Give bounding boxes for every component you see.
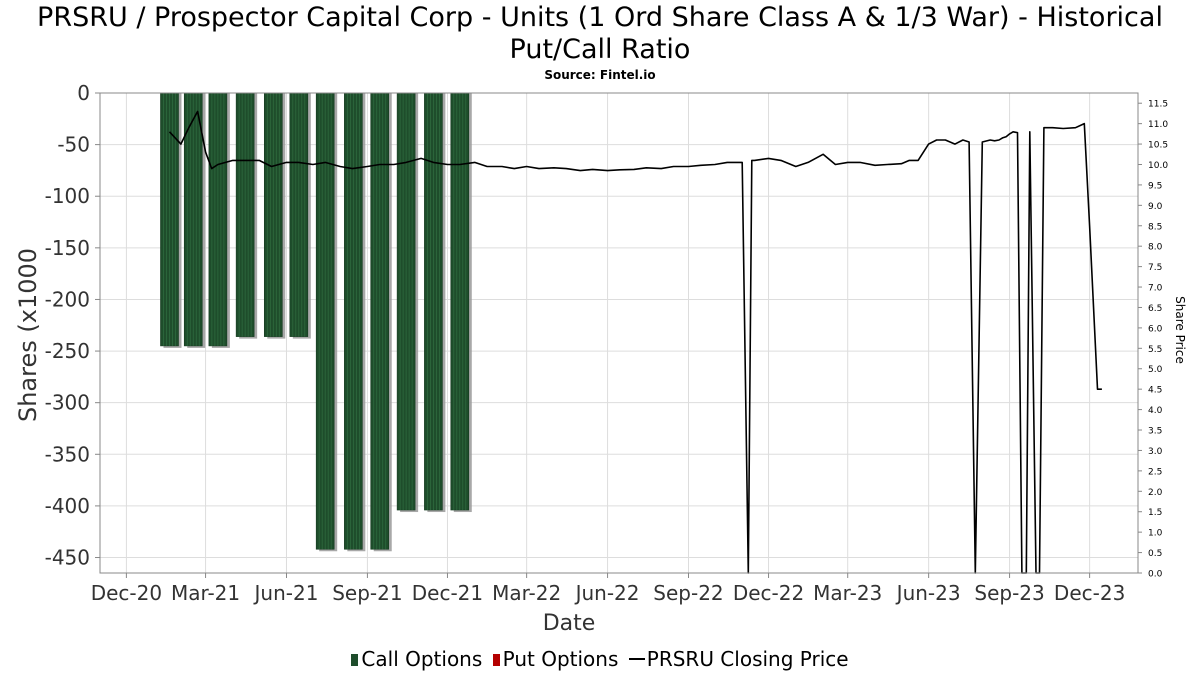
legend-label-put: Put Options bbox=[502, 647, 619, 671]
y2-tick-label: 3.5 bbox=[1148, 427, 1162, 437]
y-tick-label: 0 bbox=[77, 81, 90, 105]
y-tick-label: -200 bbox=[45, 287, 90, 311]
x-tick-label: Mar-21 bbox=[171, 581, 240, 605]
legend-item-call: Call Options bbox=[351, 647, 482, 671]
y-tick-label: -350 bbox=[45, 442, 90, 466]
x-tick-label: Dec-23 bbox=[1054, 581, 1125, 605]
y2-tick-label: 11.5 bbox=[1148, 100, 1168, 110]
y2-tick-label: 11.0 bbox=[1148, 120, 1168, 130]
x-tick-label: Dec-20 bbox=[91, 581, 162, 605]
x-tick-label: Jun-23 bbox=[895, 581, 961, 605]
y2-tick-label: 7.0 bbox=[1148, 284, 1163, 294]
y2-tick-label: 8.0 bbox=[1148, 243, 1163, 253]
y2-tick-label: 4.5 bbox=[1148, 386, 1162, 396]
y2-tick-label: 9.0 bbox=[1148, 202, 1163, 212]
chart-title-line1: PRSRU / Prospector Capital Corp - Units … bbox=[37, 2, 1163, 33]
call-swatch-icon bbox=[351, 654, 359, 666]
y2-tick-label: 1.5 bbox=[1148, 508, 1162, 518]
y2-tick-label: 2.0 bbox=[1148, 488, 1163, 498]
x-tick-label: Mar-23 bbox=[813, 581, 882, 605]
y2-tick-label: 6.5 bbox=[1148, 304, 1162, 314]
line-swatch-icon bbox=[628, 658, 645, 660]
chart-subtitle: Source: Fintel.io bbox=[544, 68, 656, 82]
y-tick-label: -300 bbox=[45, 391, 90, 415]
price-line bbox=[168, 110, 1102, 574]
y2-tick-label: 10.5 bbox=[1148, 141, 1168, 151]
y-tick-label: -250 bbox=[45, 339, 90, 363]
chart-title: PRSRU / Prospector Capital Corp - Units … bbox=[0, 2, 1200, 66]
plot-frame bbox=[99, 92, 1139, 574]
x-tick-label: Sep-22 bbox=[653, 581, 723, 605]
x-tick-label: Dec-21 bbox=[412, 581, 483, 605]
grid-layer bbox=[100, 92, 1138, 573]
y2-tick-label: 0.0 bbox=[1148, 570, 1163, 580]
y2-tick-label: 3.0 bbox=[1148, 447, 1163, 457]
legend-item-price: PRSRU Closing Price bbox=[628, 647, 849, 671]
y2-tick-label: 2.5 bbox=[1148, 467, 1162, 477]
legend-item-put: Put Options bbox=[492, 647, 619, 671]
y2-tick-label: 8.5 bbox=[1148, 222, 1162, 232]
put-swatch-icon bbox=[492, 654, 500, 666]
legend: Call Options Put Options PRSRU Closing P… bbox=[0, 647, 1200, 671]
y2-tick-label: 10.0 bbox=[1148, 161, 1168, 171]
y-tick-label: -150 bbox=[45, 236, 90, 260]
chart-title-line2: Put/Call Ratio bbox=[509, 34, 691, 65]
x-axis-label: Date bbox=[543, 611, 596, 636]
y-tick-label: -50 bbox=[57, 133, 90, 157]
y2-tick-label: 5.0 bbox=[1148, 365, 1163, 375]
x-tick-label: Dec-22 bbox=[733, 581, 804, 605]
legend-label-call: Call Options bbox=[361, 647, 483, 671]
x-tick-label: Sep-21 bbox=[332, 581, 402, 605]
y2-tick-label: 6.0 bbox=[1148, 324, 1163, 334]
axis-layer: 0-50-100-150-200-250-300-350-400-450Dec-… bbox=[45, 81, 1169, 605]
y-axis-label: Shares (x1000 bbox=[14, 248, 42, 422]
legend-label-price: PRSRU Closing Price bbox=[646, 647, 849, 671]
y-tick-label: -400 bbox=[45, 494, 90, 518]
x-tick-label: Sep-23 bbox=[974, 581, 1044, 605]
x-tick-label: Jun-22 bbox=[574, 581, 640, 605]
y2-tick-label: 9.5 bbox=[1148, 181, 1162, 191]
y-tick-label: -100 bbox=[45, 184, 90, 208]
y2-tick-label: 7.5 bbox=[1148, 263, 1162, 273]
y2-tick-label: 5.5 bbox=[1148, 345, 1162, 355]
x-tick-label: Mar-22 bbox=[492, 581, 561, 605]
y2-axis-label: Share Price bbox=[1173, 296, 1187, 364]
y2-tick-label: 0.5 bbox=[1148, 549, 1162, 559]
bar-layer bbox=[160, 92, 472, 552]
price-line-layer bbox=[168, 110, 1102, 574]
y2-tick-label: 1.0 bbox=[1148, 529, 1163, 539]
y2-tick-label: 4.0 bbox=[1148, 406, 1163, 416]
x-tick-label: Jun-21 bbox=[253, 581, 319, 605]
y-tick-label: -450 bbox=[45, 546, 90, 570]
